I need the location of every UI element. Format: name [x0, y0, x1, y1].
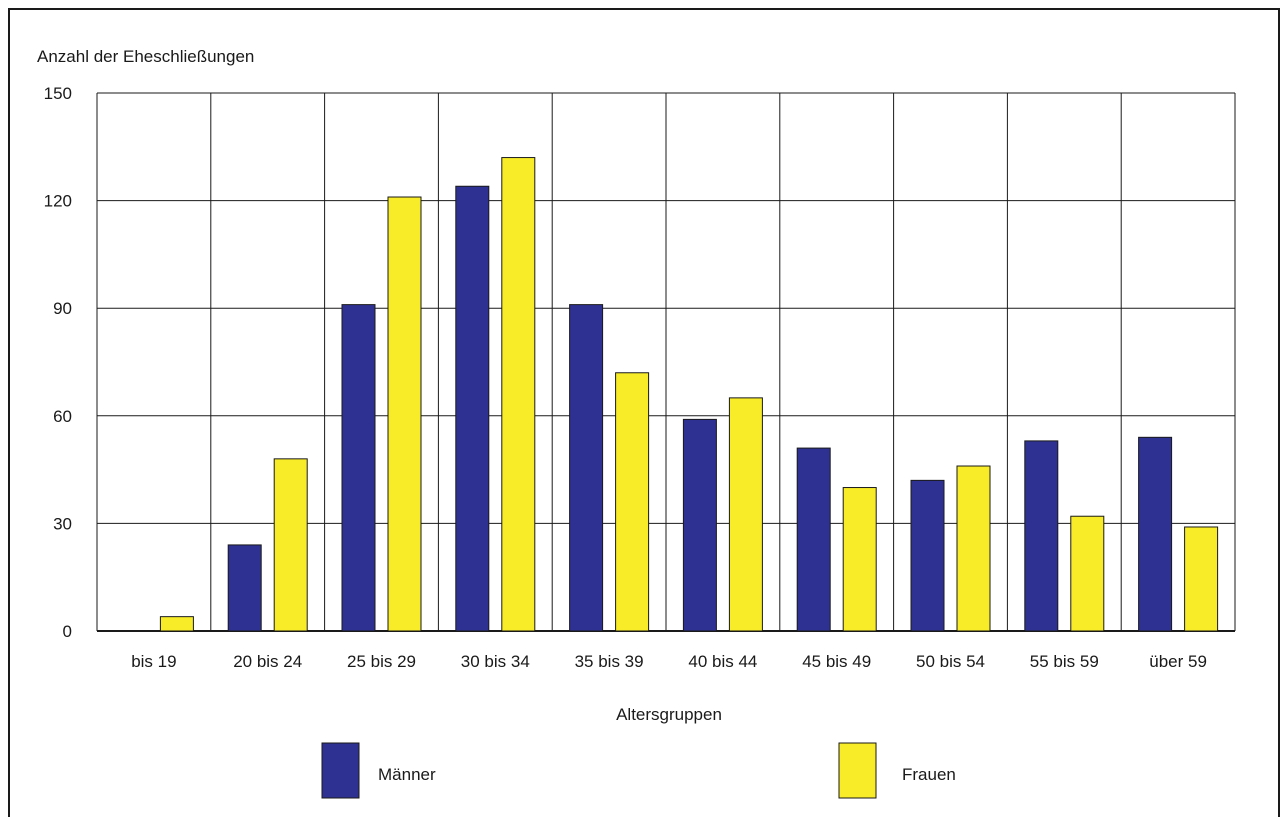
bar-frauen — [615, 372, 650, 632]
legend-swatch-maenner — [321, 742, 360, 799]
bar-maenner — [796, 447, 831, 632]
x-tick-labels: bis 19 20 bis 24 25 bis 29 30 bis 34 35 bis … — [131, 652, 1207, 671]
bar-frauen — [842, 487, 877, 632]
y-tick-label: 30 — [53, 514, 72, 533]
bar-frauen — [501, 157, 536, 632]
y-tick-labels: 0 30 60 90 120 150 — [44, 84, 72, 641]
bar-frauen — [387, 196, 422, 632]
bar-maenner — [341, 304, 376, 632]
legend: Männer Frauen — [321, 742, 956, 799]
legend-label-frauen: Frauen — [902, 765, 956, 784]
bar-frauen — [1184, 526, 1219, 632]
x-tick-label: 20 bis 24 — [233, 652, 302, 671]
bar-frauen — [956, 465, 991, 632]
bar-maenner — [910, 479, 945, 632]
y-tick-label: 90 — [53, 299, 72, 318]
y-axis-label: Anzahl der Eheschließungen — [37, 47, 254, 66]
x-tick-label: 50 bis 54 — [916, 652, 985, 671]
x-tick-label: 30 bis 34 — [461, 652, 530, 671]
bar-maenner — [1138, 436, 1173, 632]
bar-maenner — [227, 544, 262, 632]
bars — [159, 157, 1219, 632]
bar-frauen — [159, 616, 194, 632]
y-tick-label: 120 — [44, 192, 72, 211]
x-tick-label: über 59 — [1149, 652, 1207, 671]
figure-border — [8, 8, 1280, 817]
x-tick-label: 25 bis 29 — [347, 652, 416, 671]
x-tick-label: 40 bis 44 — [688, 652, 757, 671]
grid — [96, 92, 1236, 632]
bar-maenner — [569, 304, 604, 632]
y-tick-label: 0 — [63, 622, 72, 641]
x-tick-label: bis 19 — [131, 652, 176, 671]
x-tick-label: 55 bis 59 — [1030, 652, 1099, 671]
bar-frauen — [273, 458, 308, 632]
legend-label-maenner: Männer — [378, 765, 436, 784]
bar-frauen — [1070, 515, 1105, 632]
x-tick-label: 45 bis 49 — [802, 652, 871, 671]
y-tick-label: 60 — [53, 407, 72, 426]
bar-maenner — [1024, 440, 1059, 632]
y-tick-label: 150 — [44, 84, 72, 103]
x-axis-label: Altersgruppen — [616, 705, 722, 724]
x-tick-label: 35 bis 39 — [575, 652, 644, 671]
bar-frauen — [728, 397, 763, 632]
bar-maenner — [682, 418, 717, 632]
bar-maenner — [455, 185, 490, 632]
legend-swatch-frauen — [838, 742, 877, 799]
